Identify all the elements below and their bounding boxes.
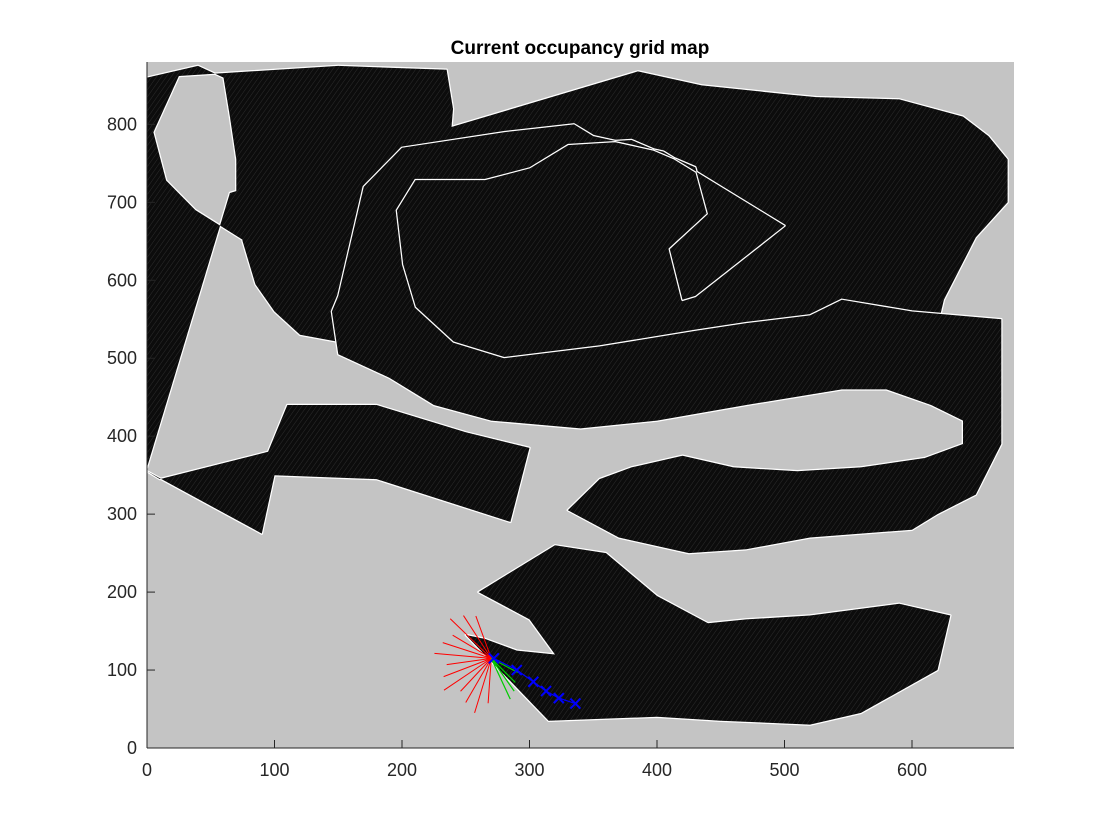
laser-ray [475,615,492,659]
waypoint-marker [553,692,565,704]
x-tick-label: 300 [514,760,544,780]
waypoint-marker [527,676,540,688]
y-tick-label: 0 [127,738,137,758]
waypoint-marker-stroke [488,652,500,665]
y-tick-label: 800 [107,114,137,134]
laser-ray [463,615,492,659]
waypoint-marker-stroke [511,664,523,676]
explored-region-2 [331,124,1002,554]
laser-ray [446,657,492,666]
x-tick-label: 400 [642,760,672,780]
waypoint-marker-stroke [569,697,582,710]
planned-path-line [490,658,515,692]
x-tick-label: 0 [142,760,152,780]
x-tick-label: 100 [259,760,289,780]
laser-ray [442,642,492,659]
y-tick-label: 300 [107,504,137,524]
laser-ray [443,657,492,691]
laser-ray [465,658,492,703]
laser-ray [460,658,492,692]
explored-region-3 [465,545,951,725]
laser-ray [474,658,492,714]
map-layer [147,64,1009,726]
planned-path-line [490,657,516,683]
waypoint-marker [540,685,552,697]
waypoint-marker-stroke [527,676,540,688]
laser-ray [449,618,492,659]
y-axis: 0 100 200 300 400 500 600 700 800 [107,62,155,758]
explored-region-1 [147,405,530,534]
y-tick-label: 200 [107,582,137,602]
y-tick-label: 500 [107,348,137,368]
waypoint-path-line [493,657,576,705]
waypoint-marker [569,697,582,710]
plot-area [147,62,1014,748]
waypoint-marker-stroke [540,685,552,697]
laser-ray [452,634,492,659]
waypoint-marker-stroke [553,692,565,704]
x-tick-label: 500 [769,760,799,780]
y-tick-label: 700 [107,192,137,212]
laser-ray [487,658,492,704]
y-tick-label: 600 [107,270,137,290]
laser-ray [434,652,492,659]
waypoint-marker [511,664,523,676]
laser-ray [443,657,492,678]
x-axis: 0 100 200 300 400 500 600 [142,740,1014,780]
chart-title: Current occupancy grid map [451,38,710,59]
x-tick-label: 200 [387,760,417,780]
waypoint-marker [488,652,500,665]
x-tick-label: 600 [897,760,927,780]
y-tick-label: 400 [107,426,137,446]
y-tick-label: 100 [107,660,137,680]
laser-ray-group [434,615,492,714]
planned-path-line [490,658,511,700]
